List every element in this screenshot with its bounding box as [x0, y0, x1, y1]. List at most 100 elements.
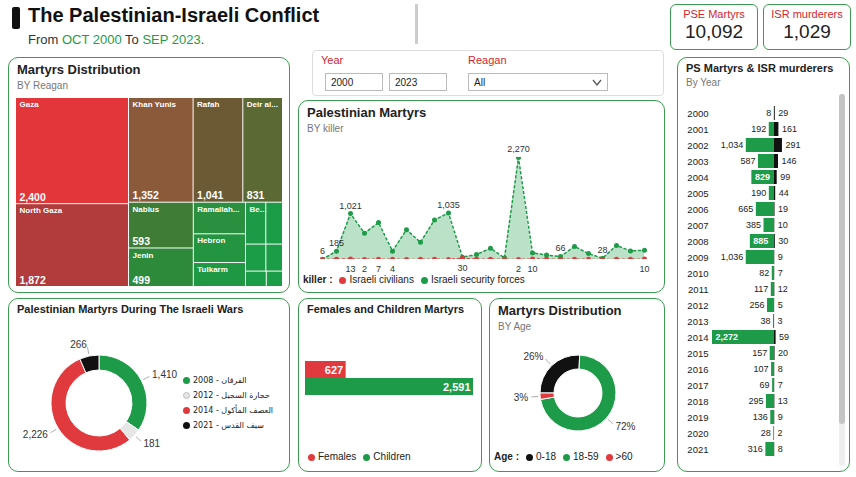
- svg-text:28: 28: [597, 245, 607, 255]
- svg-text:157: 157: [752, 348, 767, 358]
- svg-text:2009: 2009: [687, 252, 708, 263]
- svg-text:Khan Yunis: Khan Yunis: [133, 100, 177, 109]
- svg-text:190: 190: [751, 188, 766, 198]
- svg-text:587: 587: [740, 156, 755, 166]
- svg-text:1,021: 1,021: [339, 201, 362, 211]
- svg-text:Gaza: Gaza: [20, 100, 40, 109]
- svg-text:117: 117: [754, 284, 768, 294]
- svg-text:161: 161: [782, 124, 797, 134]
- svg-text:1,041: 1,041: [197, 189, 223, 201]
- svg-text:2003: 2003: [687, 156, 708, 167]
- svg-text:10: 10: [778, 220, 788, 230]
- svg-text:2,272: 2,272: [716, 332, 739, 342]
- svg-text:North Gaza: North Gaza: [20, 206, 63, 215]
- svg-text:2019: 2019: [687, 412, 708, 423]
- svg-text:7: 7: [778, 380, 783, 390]
- svg-text:2,270: 2,270: [507, 144, 530, 154]
- svg-text:29: 29: [778, 108, 788, 118]
- svg-text:2006: 2006: [687, 204, 708, 215]
- svg-text:316: 316: [748, 444, 763, 454]
- svg-text:12: 12: [778, 284, 788, 294]
- svg-text:593: 593: [133, 235, 151, 247]
- svg-text:665: 665: [738, 204, 753, 214]
- svg-text:1,034: 1,034: [721, 140, 744, 150]
- svg-text:256: 256: [749, 300, 764, 310]
- svg-text:Be...: Be...: [249, 205, 266, 214]
- svg-text:59: 59: [779, 332, 789, 342]
- svg-text:2,591: 2,591: [443, 381, 471, 393]
- svg-text:2: 2: [362, 264, 367, 273]
- svg-text:4: 4: [390, 264, 395, 273]
- svg-text:829: 829: [755, 172, 770, 182]
- svg-text:13: 13: [345, 264, 355, 273]
- svg-text:2012: 2012: [687, 300, 708, 311]
- svg-text:7: 7: [376, 264, 381, 273]
- svg-text:Rafah: Rafah: [197, 100, 219, 109]
- svg-text:1,410: 1,410: [152, 369, 177, 380]
- svg-text:181: 181: [143, 438, 160, 449]
- svg-text:Jenin: Jenin: [133, 251, 154, 260]
- svg-text:82: 82: [759, 268, 769, 278]
- svg-text:10: 10: [639, 264, 649, 273]
- svg-text:2008: 2008: [687, 236, 708, 247]
- svg-text:885: 885: [753, 236, 768, 246]
- svg-text:2004: 2004: [687, 172, 708, 183]
- svg-text:831: 831: [247, 189, 265, 201]
- svg-text:1,352: 1,352: [133, 189, 159, 201]
- svg-text:Hebron: Hebron: [197, 236, 225, 245]
- svg-text:38: 38: [760, 316, 770, 326]
- svg-text:72%: 72%: [616, 421, 636, 432]
- svg-text:2,400: 2,400: [20, 191, 46, 203]
- svg-text:Tulkarm: Tulkarm: [197, 265, 228, 274]
- svg-text:7: 7: [778, 268, 783, 278]
- svg-text:8: 8: [778, 444, 783, 454]
- svg-text:295: 295: [748, 396, 763, 406]
- svg-text:136: 136: [753, 412, 768, 422]
- svg-text:2005: 2005: [687, 188, 708, 199]
- svg-text:Ramallah...: Ramallah...: [197, 205, 239, 214]
- svg-text:2013: 2013: [687, 316, 708, 327]
- svg-text:Deir al...: Deir al...: [247, 100, 278, 109]
- svg-text:2020: 2020: [687, 428, 708, 439]
- svg-text:185: 185: [329, 238, 344, 248]
- svg-text:99: 99: [780, 172, 790, 182]
- svg-text:192: 192: [751, 124, 766, 134]
- svg-text:19: 19: [778, 204, 788, 214]
- svg-text:266: 266: [70, 339, 87, 350]
- svg-text:20: 20: [778, 348, 788, 358]
- svg-text:291: 291: [785, 140, 800, 150]
- svg-text:2001: 2001: [687, 124, 708, 135]
- svg-text:8: 8: [778, 364, 783, 374]
- svg-text:28: 28: [761, 428, 771, 438]
- svg-text:499: 499: [133, 274, 151, 286]
- svg-text:2,226: 2,226: [23, 429, 48, 440]
- svg-text:1,872: 1,872: [20, 274, 46, 286]
- svg-text:2010: 2010: [687, 268, 708, 279]
- svg-text:44: 44: [779, 188, 789, 198]
- svg-text:30: 30: [457, 263, 467, 273]
- svg-text:1,036: 1,036: [721, 252, 744, 262]
- svg-text:3%: 3%: [514, 392, 529, 403]
- svg-text:146: 146: [781, 156, 796, 166]
- svg-text:2014: 2014: [687, 332, 708, 343]
- svg-text:3: 3: [778, 316, 783, 326]
- svg-text:627: 627: [325, 364, 343, 376]
- svg-text:26%: 26%: [523, 351, 543, 362]
- svg-text:30: 30: [778, 236, 788, 246]
- svg-text:1,035: 1,035: [437, 200, 460, 210]
- svg-text:2000: 2000: [687, 108, 708, 119]
- svg-text:2: 2: [516, 264, 521, 273]
- svg-text:107: 107: [754, 364, 769, 374]
- svg-text:9: 9: [778, 252, 783, 262]
- svg-text:2: 2: [778, 428, 783, 438]
- svg-text:2002: 2002: [687, 140, 708, 151]
- svg-text:8: 8: [766, 108, 771, 118]
- svg-text:2018: 2018: [687, 396, 708, 407]
- svg-text:13: 13: [778, 396, 788, 406]
- svg-text:2015: 2015: [687, 348, 708, 359]
- svg-text:2021: 2021: [687, 444, 708, 455]
- svg-text:10: 10: [527, 264, 537, 273]
- svg-text:Nablus: Nablus: [133, 205, 160, 214]
- svg-text:385: 385: [746, 220, 761, 230]
- svg-text:2011: 2011: [688, 284, 708, 295]
